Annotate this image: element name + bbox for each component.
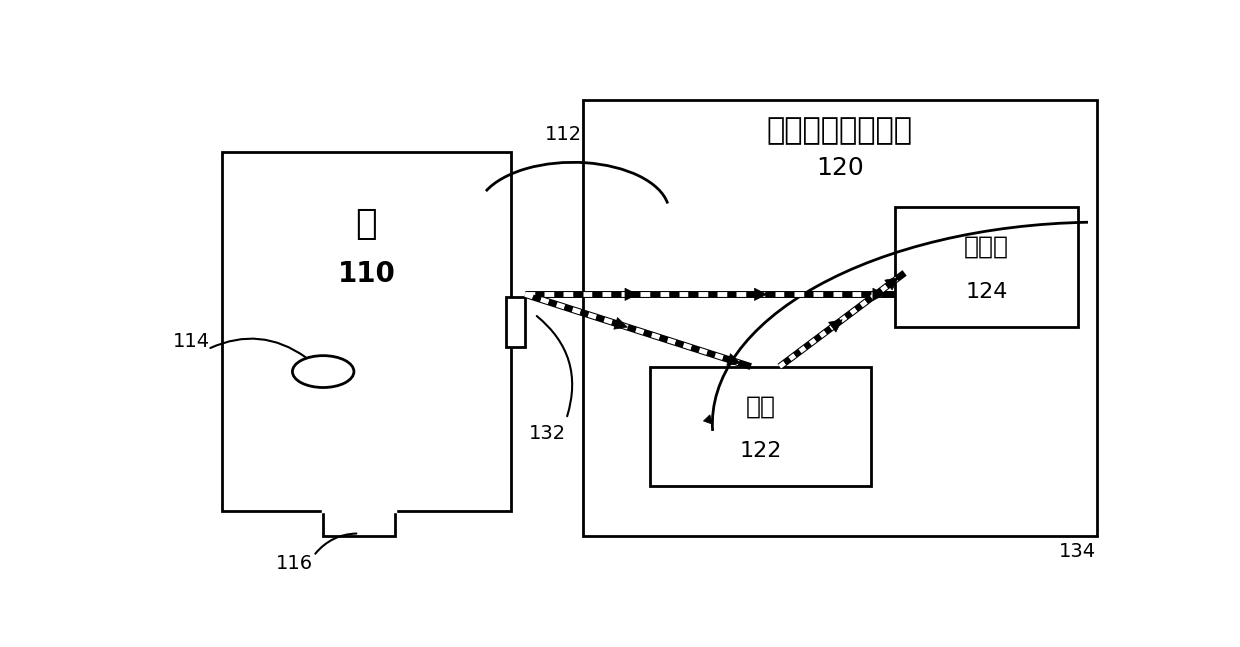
Text: 干渉压力感测系统: 干渉压力感测系统 bbox=[766, 116, 913, 145]
Text: 122: 122 bbox=[739, 441, 781, 461]
Text: 134: 134 bbox=[1059, 542, 1096, 562]
Bar bbox=[222, 152, 511, 511]
Bar bbox=[650, 367, 870, 486]
Text: 120: 120 bbox=[816, 156, 863, 180]
Text: 132: 132 bbox=[528, 424, 565, 443]
Text: 114: 114 bbox=[172, 332, 210, 351]
Text: 110: 110 bbox=[337, 260, 396, 289]
Text: 检测器: 检测器 bbox=[963, 235, 1009, 259]
Text: 盒: 盒 bbox=[356, 207, 377, 241]
Text: 116: 116 bbox=[275, 554, 312, 573]
Text: 124: 124 bbox=[965, 282, 1007, 302]
Bar bbox=[324, 511, 396, 536]
Text: 光源: 光源 bbox=[745, 395, 775, 419]
Bar bbox=[506, 297, 525, 347]
Bar bbox=[583, 100, 1096, 536]
Text: 112: 112 bbox=[544, 126, 582, 144]
Bar bbox=[895, 207, 1078, 327]
